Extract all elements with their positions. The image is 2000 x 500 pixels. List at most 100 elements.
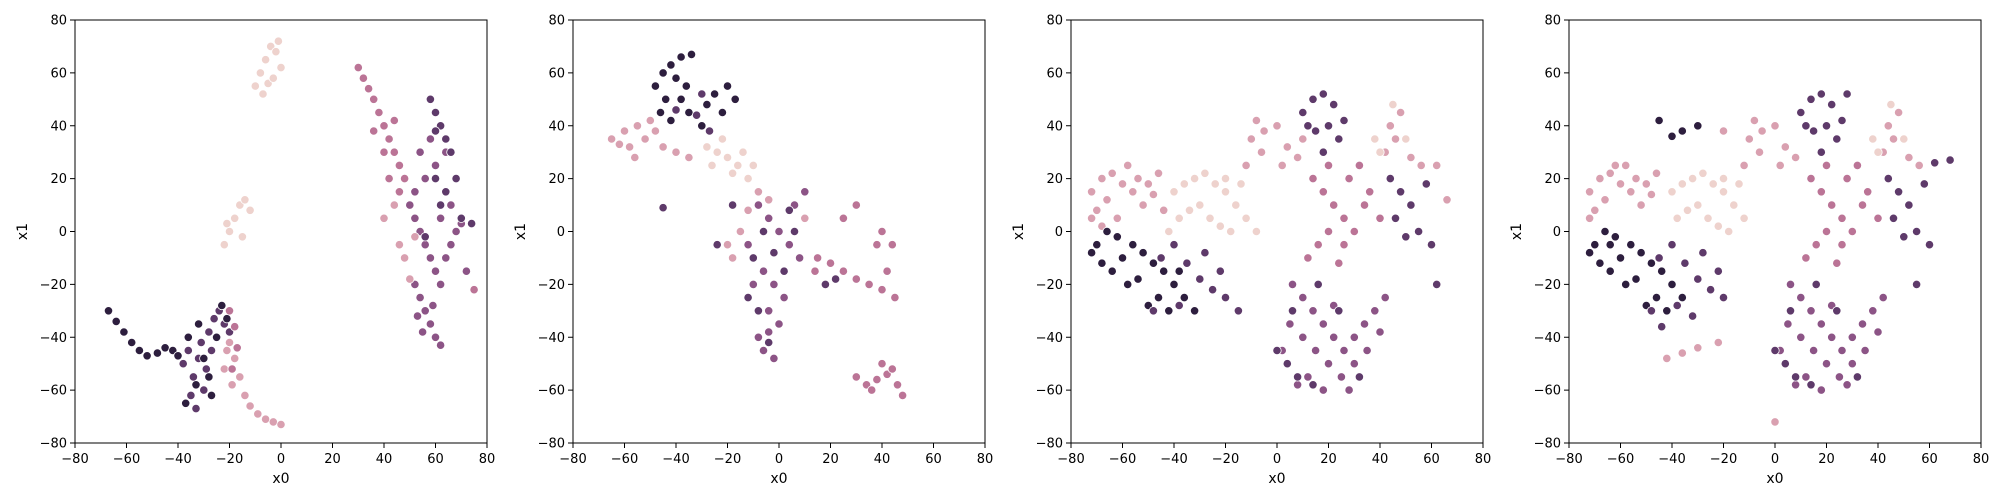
scatter-point (1899, 232, 1909, 242)
scatter-point (1272, 121, 1282, 131)
scatter-point (681, 81, 691, 91)
scatter-point (709, 89, 720, 99)
scatter-point (1334, 306, 1344, 316)
scatter-point (268, 417, 278, 427)
scatter-point (1220, 174, 1231, 184)
scatter-point (1883, 174, 1893, 184)
scatter-point (624, 142, 635, 152)
scatter-point (727, 200, 738, 210)
scatter-point (1680, 258, 1690, 268)
scatter-point (441, 187, 451, 197)
scatter-point (1631, 274, 1641, 284)
scatter-point (1698, 248, 1708, 258)
scatter-point (1780, 142, 1790, 152)
scatter-point (1092, 205, 1102, 215)
scatter-point (769, 279, 779, 289)
scatter-point (1385, 174, 1395, 184)
scatter-point (1256, 147, 1267, 157)
scatter-point (1318, 187, 1328, 197)
scatter-point (1713, 221, 1723, 231)
scatter-point (1811, 279, 1821, 289)
scatter-point (1796, 107, 1806, 118)
scatter-point (353, 62, 363, 73)
scatter-point (441, 253, 451, 263)
scatter-point (276, 419, 286, 430)
scatter-point (199, 385, 209, 395)
scatter-point (1308, 94, 1318, 104)
scatter-point (722, 240, 733, 250)
scatter-point (1816, 385, 1826, 395)
scatter-point (676, 52, 686, 62)
scatter-point (1914, 160, 1924, 170)
y-tick-label: −60 (1036, 384, 1063, 399)
scatter-point (1827, 100, 1837, 110)
scatter-point (764, 306, 774, 316)
scatter-point (794, 253, 805, 263)
y-axis-label: x1 (1011, 223, 1027, 240)
scatter-point (784, 205, 794, 215)
scatter-point (420, 306, 430, 316)
scatter-point (456, 213, 466, 223)
scatter-point (1401, 134, 1411, 144)
scatter-point (199, 353, 209, 363)
scatter-point (1631, 174, 1641, 184)
scatter-point (1816, 89, 1826, 99)
scatter-point (748, 253, 758, 263)
scatter-point (405, 200, 415, 210)
scatter-points (1585, 89, 1955, 427)
y-tick-label: −80 (1036, 437, 1063, 452)
scatter-point (1215, 266, 1225, 276)
x-tick-label: 40 (1870, 452, 1887, 467)
scatter-point (1809, 126, 1819, 136)
scatter-point (1117, 179, 1128, 189)
scatter-point (1785, 306, 1796, 316)
scatter-point (1698, 168, 1708, 178)
scatter-point (1246, 134, 1256, 144)
scatter-point (758, 266, 769, 276)
scatter-point (358, 73, 368, 83)
scatter-point (103, 306, 114, 316)
scatter-point (1406, 200, 1416, 210)
scatter-point (1585, 248, 1595, 258)
scatter-point (877, 226, 887, 237)
scatter-points (103, 36, 479, 430)
scatter-point (1112, 213, 1122, 223)
scatter-point (1677, 292, 1687, 303)
scatter-point (1200, 248, 1210, 258)
y-tick-label: 40 (1544, 119, 1561, 134)
scatter-point (1233, 306, 1244, 316)
scatter-point (188, 372, 198, 382)
scatter-point (1677, 348, 1687, 358)
scatter-point (1241, 160, 1251, 170)
scatter-point (1293, 372, 1303, 382)
scatter-point (160, 343, 170, 353)
scatter-point (1615, 253, 1626, 263)
scatter-point (1654, 115, 1664, 126)
scatter-point (410, 187, 420, 197)
scatter-point (1112, 232, 1122, 242)
scatter-point (712, 240, 722, 250)
scatter-point (1860, 345, 1870, 356)
scatter-point (1770, 417, 1780, 427)
scatter-point (1708, 179, 1718, 189)
scatter-point (717, 107, 728, 118)
scatter-point (1323, 121, 1334, 131)
scatter-point (1159, 205, 1169, 215)
scatter-point (1667, 131, 1677, 141)
scatter-point (1442, 195, 1452, 205)
scatter-point (1677, 179, 1687, 189)
scatter-point (1107, 266, 1117, 276)
x-tick-label: −40 (1160, 452, 1187, 467)
scatter-point (196, 337, 206, 348)
scatter-point (415, 147, 425, 157)
scatter-point (1801, 121, 1811, 131)
scatter-point (1945, 155, 1955, 165)
scatter-point (1370, 306, 1380, 316)
scatter-point (1385, 121, 1395, 131)
scatter-point (230, 353, 240, 363)
scatter-point (743, 292, 753, 303)
scatter-point (1169, 187, 1179, 197)
scatter-point (1277, 160, 1287, 170)
y-tick-label: −80 (40, 437, 67, 452)
scatter-point (173, 351, 183, 361)
